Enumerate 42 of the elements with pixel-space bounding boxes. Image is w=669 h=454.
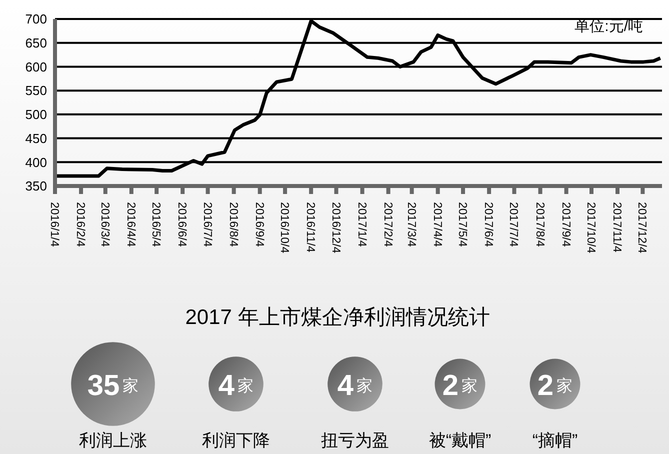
x-tick-label: 2017/5/4	[456, 202, 468, 248]
data-label: 4家	[218, 370, 254, 402]
y-tick-label: 500	[25, 107, 47, 122]
text: 2017 年上市煤企净利润情况统计	[185, 306, 490, 329]
category-label: 利润上涨	[79, 431, 147, 450]
x-tick-label: 2016/1/4	[48, 202, 60, 248]
x-tick-label: 2017/6/4	[482, 202, 494, 248]
category-label: 被“戴帽”	[428, 431, 492, 450]
category-label: 扭亏为盈	[321, 431, 389, 450]
x-tick-label: 2017/4/4	[430, 202, 443, 248]
category-label: “摘帽”	[532, 431, 578, 450]
x-tick-label: 2017/11/4	[610, 202, 623, 253]
x-tick-label: 2017/1/4	[355, 202, 368, 248]
x-tick-label: 2017/8/4	[533, 202, 546, 248]
data-label: 4家	[337, 370, 373, 402]
x-tick-label: 2016/12/4	[329, 202, 342, 254]
x-tick-label: 2016/7/4	[200, 202, 213, 248]
x-tick-label: 2016/4/4	[124, 202, 136, 248]
x-tick-label: 2016/11/4	[304, 202, 316, 253]
x-tick-label: 2016/10/4	[278, 202, 290, 254]
y-tick-label: 550	[25, 83, 47, 98]
x-tick-label: 2016/8/4	[226, 202, 239, 248]
x-tick-label: 2016/9/4	[252, 202, 265, 248]
data-label: 35家	[87, 370, 139, 402]
y-tick-label: 700	[25, 12, 47, 27]
x-tick-label: 2017/9/4	[559, 202, 572, 248]
x-tick-label: 2017/3/4	[404, 202, 417, 248]
x-tick-label: 2017/2/4	[381, 202, 394, 248]
category-label: 利润下降	[202, 431, 270, 450]
x-tick-label: 2016/5/4	[150, 202, 162, 248]
y-tick-label: 400	[25, 154, 47, 170]
x-tick-label: 2016/6/4	[176, 202, 188, 248]
x-tick-label: 2016/2/4	[74, 202, 86, 248]
y-tick-label: 350	[25, 178, 47, 194]
y-tick-label: 650	[25, 35, 47, 50]
y-tick-label: 450	[25, 130, 47, 146]
x-tick-label: 2016/3/4	[98, 202, 110, 248]
x-tick-label: 2017/7/4	[507, 202, 520, 248]
y-tick-label: 600	[25, 59, 47, 74]
x-tick-label: 2017/10/4	[584, 202, 596, 254]
x-tick-label: 2017/12/4	[636, 202, 648, 254]
line-series	[55, 19, 662, 178]
